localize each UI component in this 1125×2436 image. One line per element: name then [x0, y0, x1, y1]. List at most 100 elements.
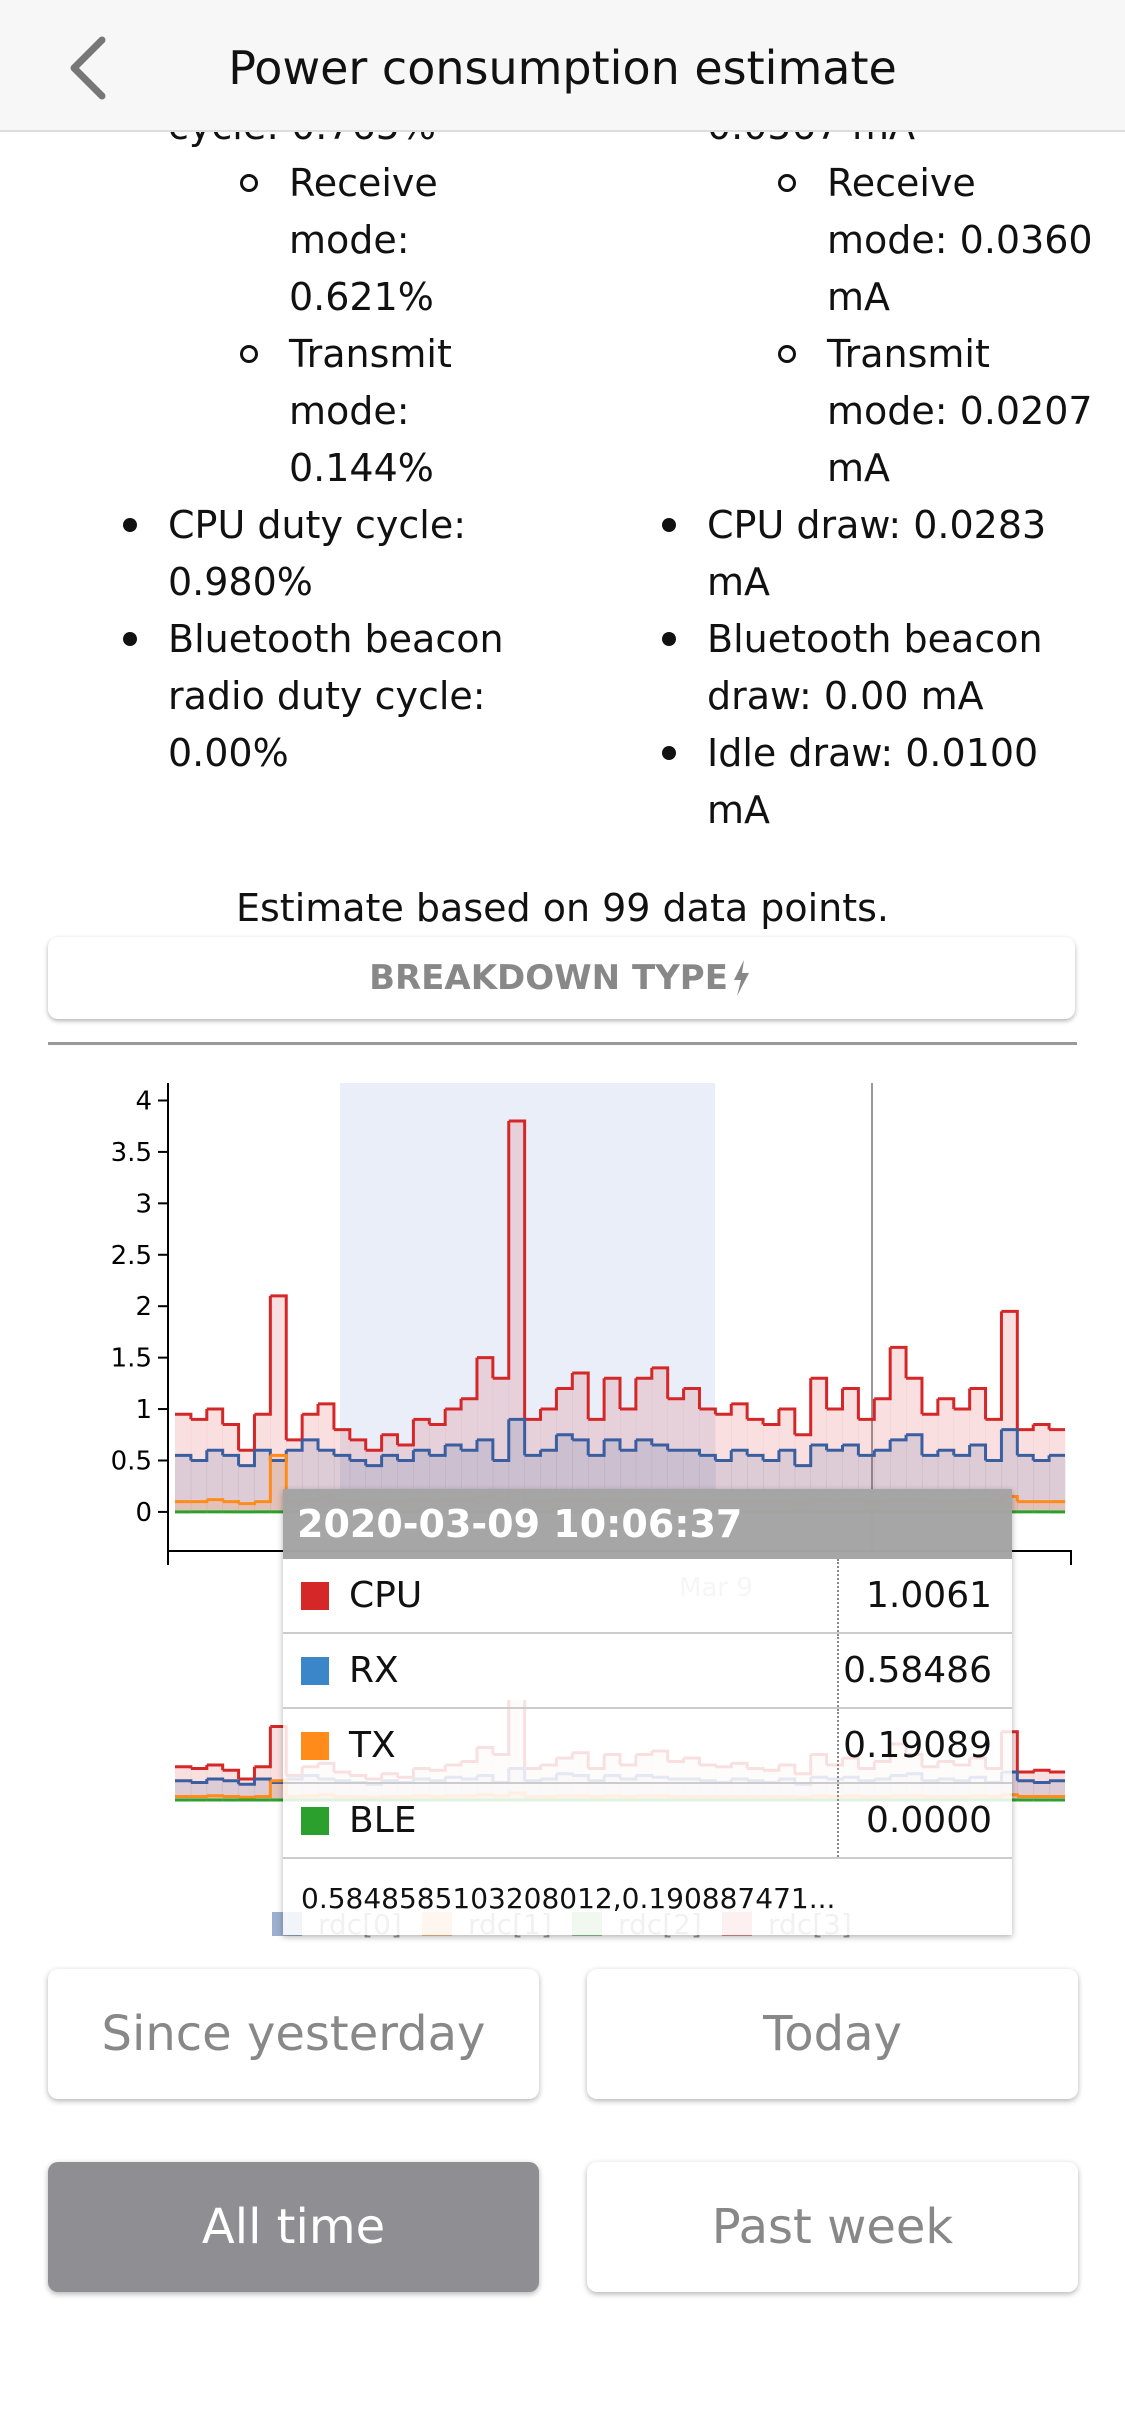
tooltip-value: 1.0061 [866, 1575, 992, 1616]
tooltip-row: TX 0.19089 [283, 1709, 1012, 1784]
series-area [1033, 1796, 1050, 1800]
series-area [1033, 1770, 1050, 1800]
series-step [190, 1765, 209, 1770]
series-step [651, 1443, 670, 1451]
series-area [540, 1409, 557, 1512]
series-step [238, 1779, 256, 1786]
series-step [826, 1445, 844, 1452]
series-area [492, 1378, 510, 1512]
y-tick-label: 0 [135, 1498, 152, 1528]
series-step [476, 1438, 495, 1461]
series-area [508, 1419, 525, 1512]
series-step [238, 1501, 256, 1506]
series-step [333, 1453, 352, 1461]
series-step [397, 1419, 415, 1447]
series-step [763, 1409, 781, 1426]
series-area [747, 1419, 764, 1512]
series-area [588, 1419, 605, 1512]
series-step [635, 1367, 654, 1380]
series-area [254, 1450, 271, 1512]
series-area [206, 1795, 223, 1800]
series-step [1017, 1770, 1035, 1774]
series-area [254, 1501, 271, 1512]
series-area [1017, 1772, 1034, 1800]
back-button[interactable] [66, 36, 110, 100]
series-area [190, 1796, 208, 1800]
range-button[interactable]: Since yesterday [48, 1969, 539, 2099]
range-button[interactable]: Past week [587, 2162, 1078, 2292]
series-area [858, 1419, 875, 1512]
series-area [222, 1796, 239, 1800]
series-step [572, 1371, 590, 1420]
y-tick-label: 2 [135, 1292, 152, 1322]
series-step [524, 1409, 543, 1421]
series-step [429, 1409, 447, 1426]
stat-subitem: Transmit mode: 0.0207 mA [778, 326, 1097, 497]
series-step [620, 1378, 638, 1411]
series-step [763, 1450, 781, 1462]
series-step [413, 1417, 431, 1425]
tooltip-divider [837, 1784, 839, 1857]
series-step [874, 1347, 892, 1401]
series-step [302, 1403, 320, 1416]
stat-item: Bluetooth beacon draw: 0.00 mA [662, 611, 1087, 725]
series-area [969, 1388, 986, 1512]
series-step [222, 1500, 241, 1504]
series-step [318, 1448, 336, 1456]
series-area [190, 1501, 208, 1512]
series-area [1033, 1501, 1050, 1512]
series-step [620, 1439, 638, 1452]
series-area [413, 1419, 430, 1512]
series-step [890, 1345, 908, 1379]
range-button[interactable]: Today [587, 1969, 1078, 2099]
series-step [206, 1777, 225, 1781]
series-area [270, 1780, 287, 1800]
series-step [1017, 1453, 1035, 1461]
series-step [238, 1450, 256, 1468]
series-step [969, 1386, 988, 1420]
breakdown-button[interactable]: BREAKDOWN TYPE [48, 937, 1075, 1019]
series-step [1033, 1768, 1051, 1772]
series-step [683, 1448, 701, 1456]
tooltip-label: BLE [349, 1800, 417, 1841]
tooltip-swatch [301, 1582, 329, 1610]
series-step [286, 1439, 304, 1452]
tooltip-title: 2020-03-09 10:06:37 [283, 1489, 1012, 1559]
series-step [731, 1448, 749, 1456]
series-area [206, 1450, 223, 1512]
series-step [349, 1458, 368, 1466]
series-step [540, 1434, 558, 1452]
series-step [381, 1453, 399, 1461]
series-area [890, 1347, 907, 1512]
series-step [429, 1445, 447, 1457]
series-step [397, 1450, 415, 1462]
series-area [222, 1455, 239, 1512]
series-area [1033, 1460, 1050, 1512]
series-area [190, 1460, 208, 1512]
series-step [1033, 1422, 1051, 1430]
series-area [1001, 1311, 1018, 1512]
series-step [222, 1779, 241, 1785]
series-step [969, 1443, 988, 1461]
series-step [238, 1795, 256, 1799]
series-step [254, 1455, 272, 1504]
series-area [175, 1455, 192, 1512]
y-tick-label: 2.5 [111, 1241, 152, 1271]
y-tick-label: 3 [135, 1189, 152, 1219]
series-step [222, 1422, 241, 1451]
range-button[interactable]: All time [48, 2162, 539, 2292]
series-area [1017, 1796, 1034, 1800]
selection-band [340, 1083, 715, 1504]
series-step [683, 1386, 701, 1410]
series-step [254, 1726, 272, 1769]
series-area [222, 1501, 239, 1512]
series-step [890, 1434, 908, 1442]
series-step [810, 1376, 829, 1410]
series-step [778, 1448, 797, 1466]
series-area [953, 1409, 970, 1512]
series-step [1001, 1428, 1019, 1456]
series-step [222, 1453, 241, 1466]
series-step [921, 1450, 940, 1457]
series-step [699, 1453, 717, 1461]
